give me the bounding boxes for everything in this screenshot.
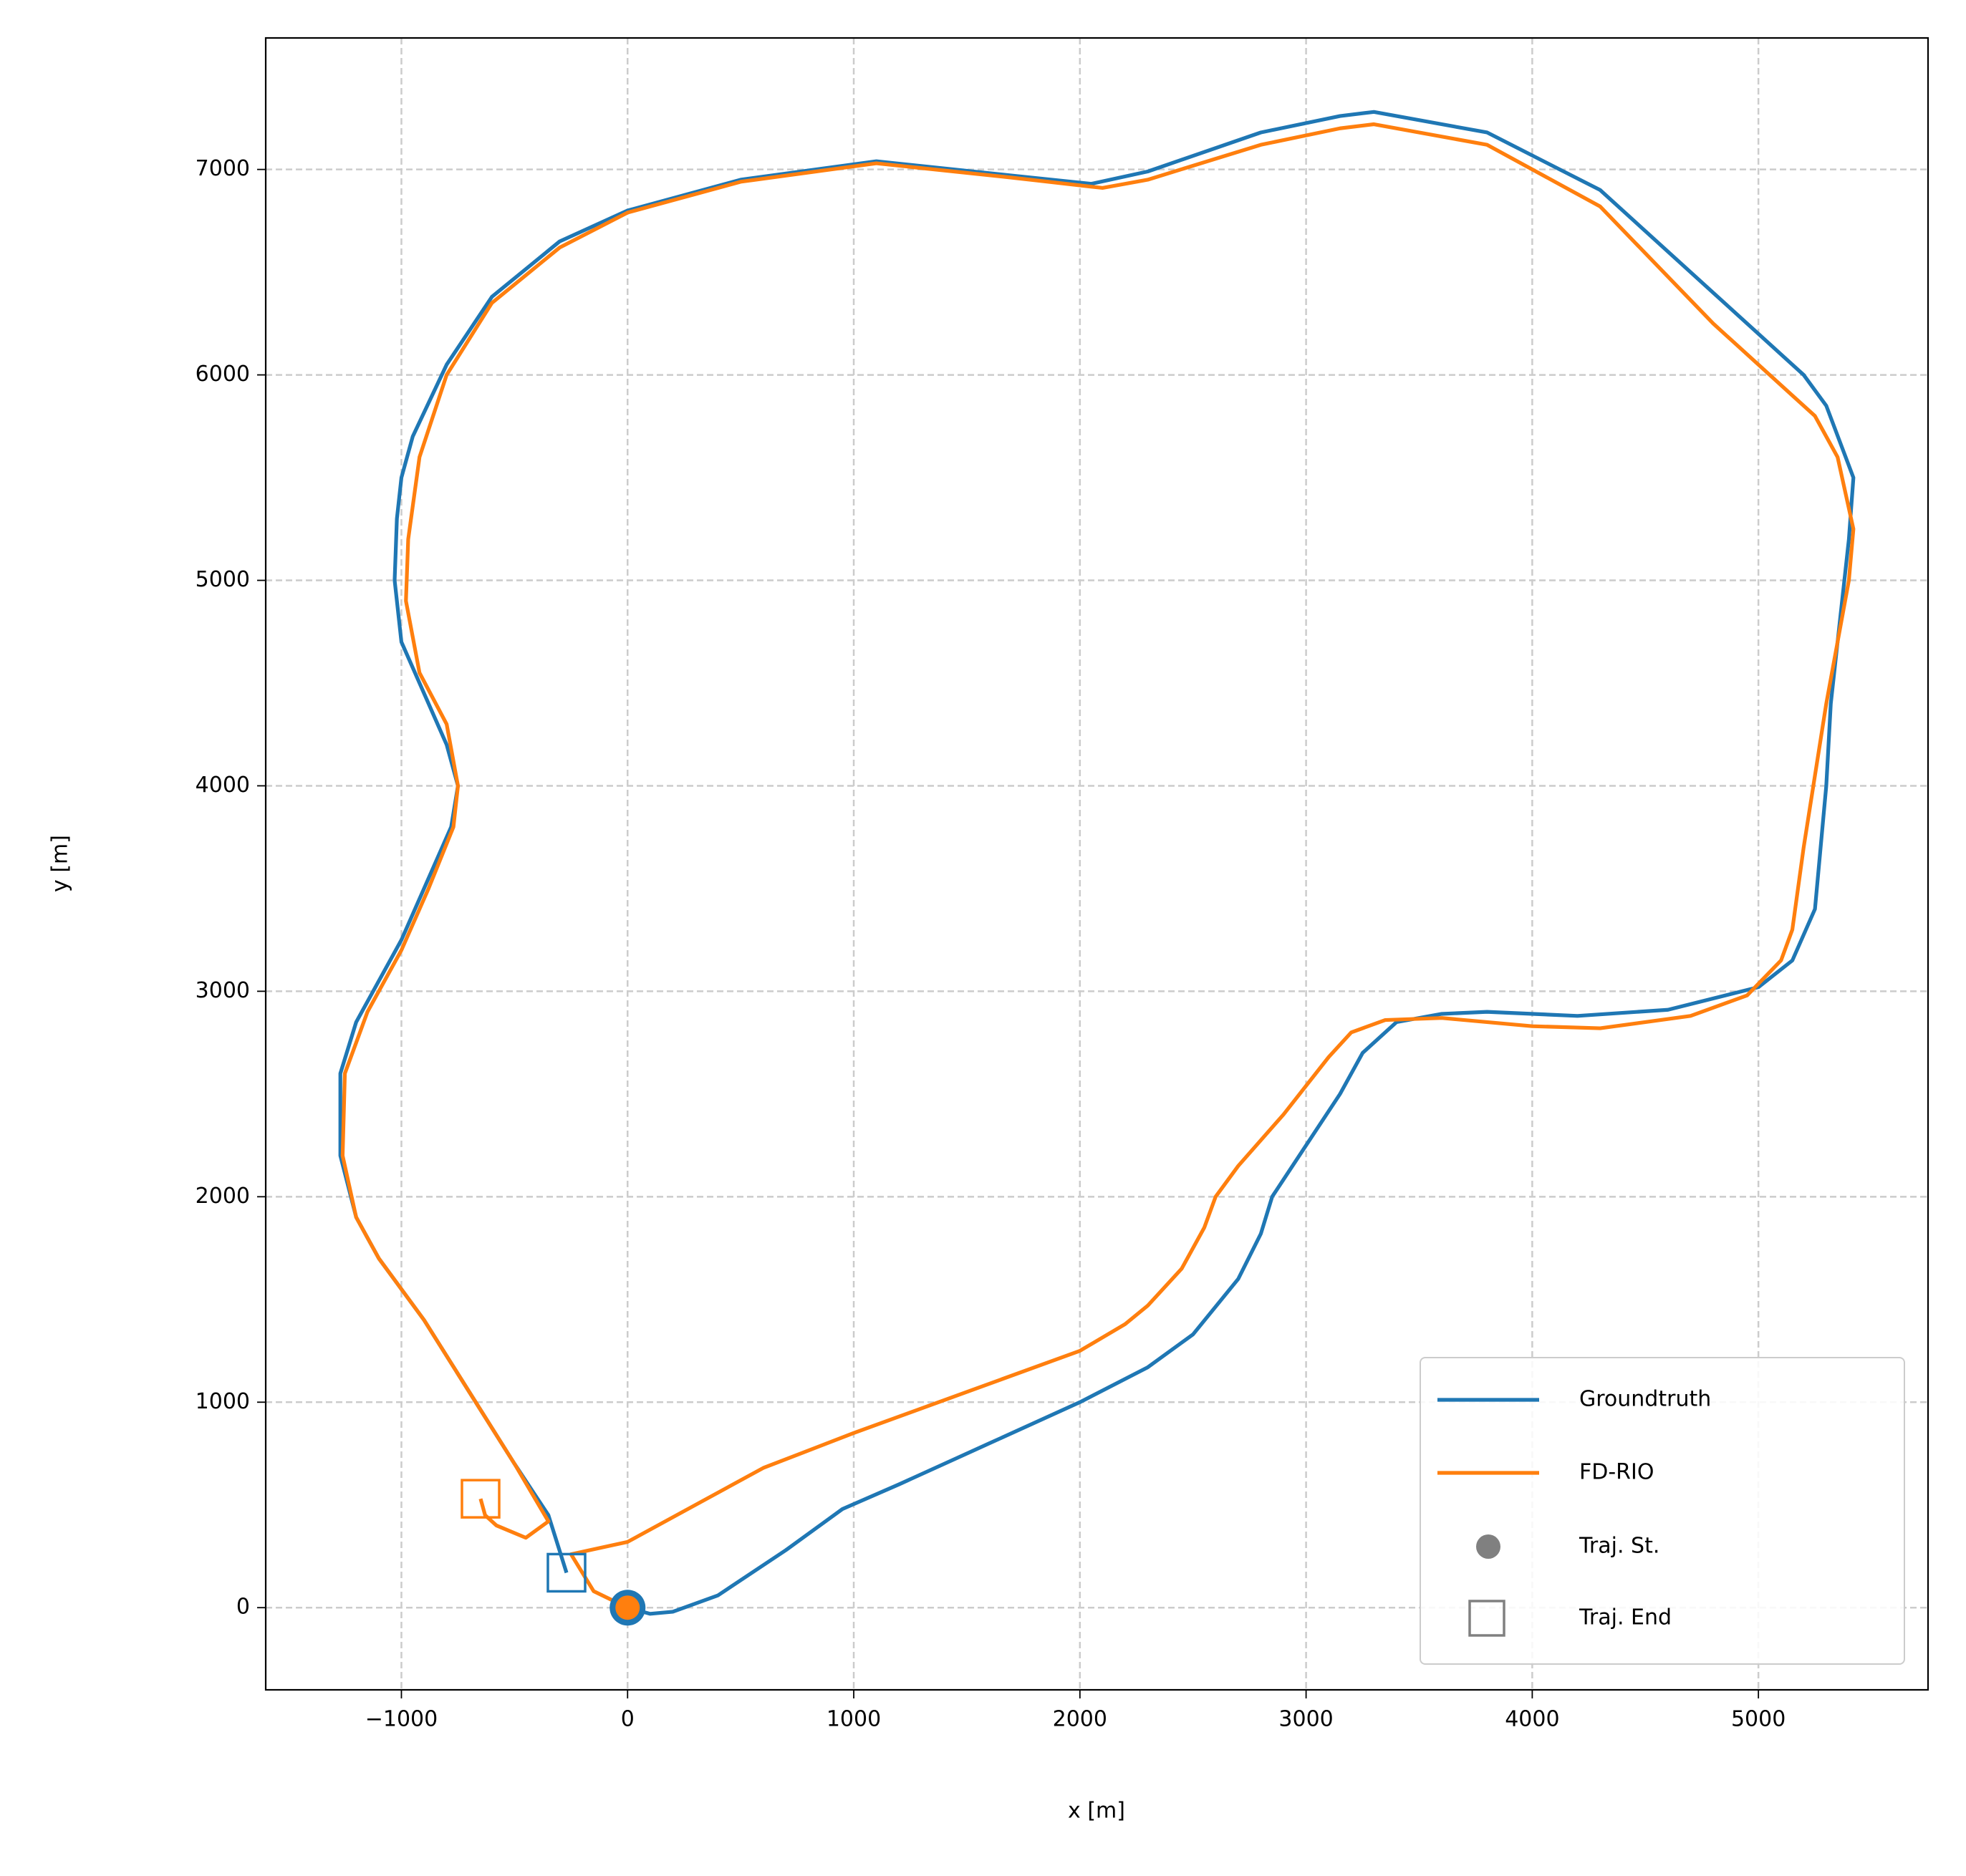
y-tick-label: 3000	[196, 978, 250, 1003]
y-tick-label: 1000	[196, 1389, 250, 1414]
x-tick-label: −1000	[365, 1707, 438, 1732]
x-tick-label: 0	[621, 1707, 635, 1732]
x-tick-label: 2000	[1053, 1707, 1107, 1732]
x-axis-label: x [m]	[1068, 1799, 1125, 1824]
y-tick-label: 4000	[196, 773, 250, 798]
legend-box	[1420, 1357, 1905, 1665]
legend-label: Traj. End	[1579, 1605, 1672, 1630]
legend-marker	[1476, 1534, 1500, 1559]
x-tick-label: 4000	[1505, 1707, 1559, 1732]
x-tick-label: 5000	[1731, 1707, 1786, 1732]
y-tick-label: 5000	[196, 567, 250, 592]
trajectory-line	[338, 110, 1856, 1616]
y-tick-label: 2000	[196, 1184, 250, 1209]
y-tick-label: 0	[236, 1595, 250, 1620]
legend-label: FD-RIO	[1579, 1460, 1654, 1485]
x-tick-label: 3000	[1278, 1707, 1333, 1732]
end-marker	[546, 1552, 587, 1593]
trajectory-line	[340, 122, 1856, 1610]
end-marker	[461, 1479, 501, 1519]
y-tick-label: 6000	[196, 362, 250, 387]
y-tick-label: 7000	[196, 156, 250, 181]
legend-label: Groundtruth	[1579, 1387, 1711, 1412]
legend-marker	[1468, 1600, 1505, 1637]
start-marker	[615, 1595, 640, 1620]
x-tick-label: 1000	[827, 1707, 881, 1732]
y-axis-label: y [m]	[48, 835, 73, 892]
plot-frame	[264, 37, 1929, 1691]
legend-label: Traj. St.	[1579, 1534, 1659, 1559]
